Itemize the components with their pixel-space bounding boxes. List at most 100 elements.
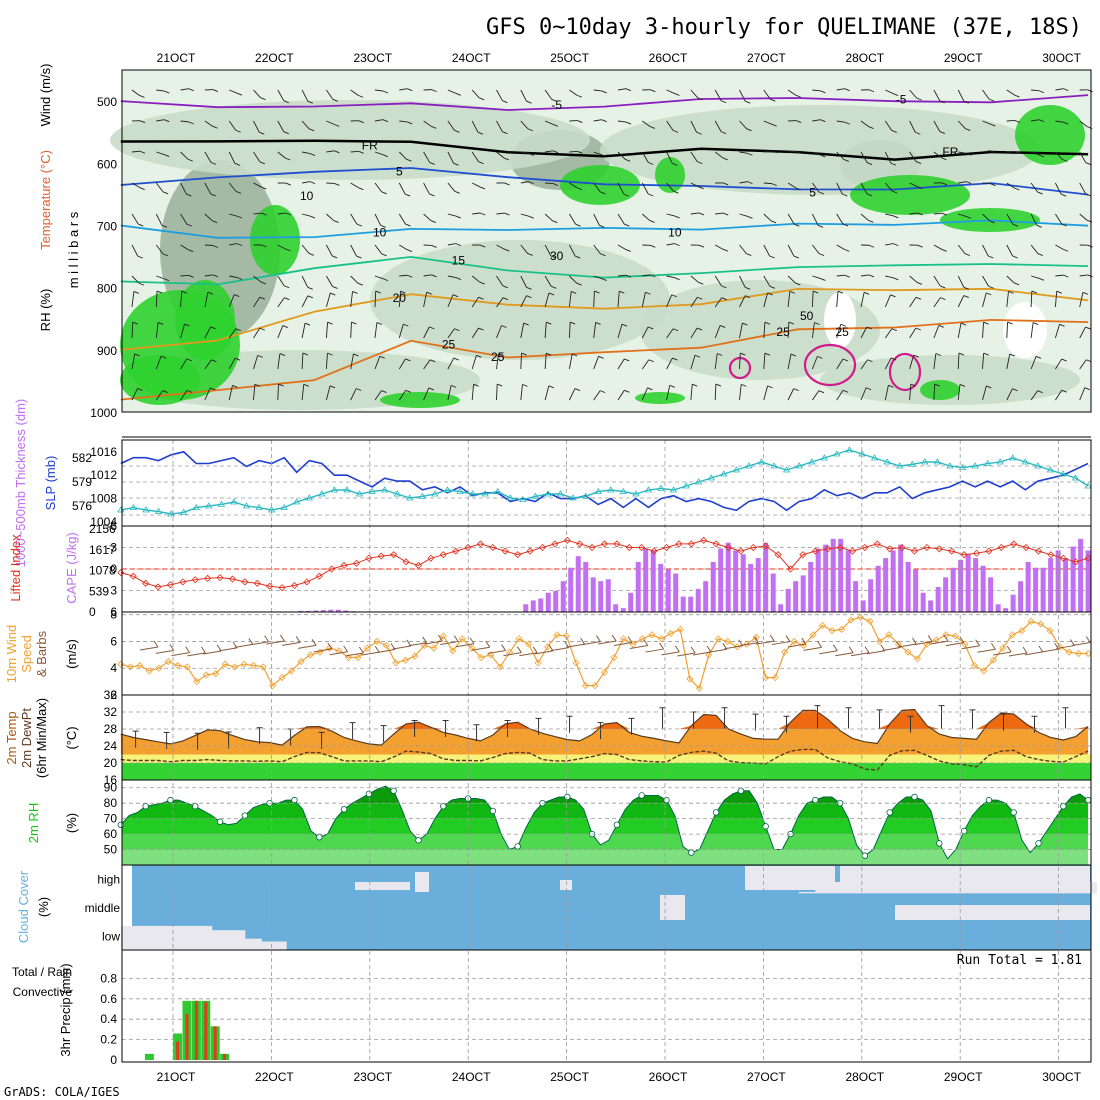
surface-wind-barb [313, 648, 332, 653]
wind-barb-flag [353, 353, 359, 357]
wind-barb-flag [455, 277, 462, 281]
wind-barb-flag [523, 322, 529, 326]
wind-barb-flag [863, 291, 870, 295]
wind-barb-flag [698, 186, 704, 190]
cape-tick: 2156 [89, 522, 116, 536]
li-point [439, 551, 447, 559]
run-total-label: Run Total = 1.81 [957, 953, 1082, 968]
wind-barb-flag [697, 161, 703, 165]
wind-barb [642, 274, 651, 277]
surface-wind-barb-flag [532, 646, 538, 654]
pressure-tick: 900 [97, 344, 117, 358]
wind-barb-flag [795, 94, 801, 98]
thickness-point [682, 482, 690, 489]
wind-barb-flag [1013, 282, 1020, 286]
wind-barb [593, 291, 595, 308]
wind-barb [690, 296, 698, 308]
wind-barb [957, 353, 960, 370]
li-point [625, 543, 633, 552]
li-point [352, 559, 361, 567]
wind-barb-flag [767, 292, 773, 296]
wind-barb-flag [910, 383, 917, 387]
wind-barb-flag [624, 358, 630, 362]
cape-bar [883, 558, 889, 612]
li-point [514, 551, 522, 559]
wind-barb-flag [770, 220, 777, 224]
wind-speed-point [809, 631, 817, 639]
thickness-point [569, 494, 577, 501]
wind-speed-point [980, 667, 988, 675]
wind-speed-point [610, 653, 618, 662]
wind-barb [398, 151, 407, 160]
wind-speed-point [401, 656, 409, 664]
isotherm-15 [120, 255, 1089, 286]
wind-speed-point [344, 653, 353, 662]
wind-barb-flag [1008, 290, 1014, 294]
wind-barb [544, 353, 547, 370]
isotherm-label: 15 [452, 254, 466, 268]
rh-point [216, 818, 224, 825]
cape-bar [1070, 546, 1076, 612]
wind-barb [399, 244, 408, 250]
wind-barb [569, 213, 576, 225]
surface-wind-barb [1024, 651, 1043, 656]
wind-barb-flag [207, 291, 214, 295]
rh-tick: 50 [104, 843, 118, 857]
wind-barb-flag [309, 181, 316, 185]
thickness-point [720, 470, 728, 477]
top-date-label: 26OCT [649, 51, 688, 65]
li-point [960, 551, 968, 559]
thickness-tick: 576 [72, 499, 92, 513]
wind-barb [884, 357, 892, 370]
wind-barb-flag [866, 326, 872, 330]
wind-barb-flag [745, 100, 751, 104]
surface-wind-barb [1040, 648, 1059, 653]
wind-barb-flag [790, 353, 797, 357]
wind-barb-flag [497, 383, 503, 387]
rh-point [1084, 796, 1092, 804]
wind-barb [155, 390, 164, 401]
wind-barb-flag [1035, 356, 1042, 359]
wind-barb-flag [188, 274, 194, 278]
surface-wind-barb [203, 650, 222, 655]
wind-barb [568, 388, 576, 401]
surface-wind-barb-flag [817, 641, 823, 648]
panel-frame-slp [121, 439, 1092, 527]
wind-barb-flag [572, 353, 578, 357]
wind-barb [520, 244, 528, 254]
wind-barb [204, 274, 213, 277]
slp-tick: 1008 [90, 492, 117, 506]
wind-barb-flag [769, 285, 776, 289]
wind-barb [496, 89, 503, 101]
cape-bar [530, 600, 536, 612]
wind-barb-flag [868, 244, 875, 248]
wind-barb-flag [1063, 274, 1069, 278]
wind-barb [763, 292, 769, 308]
wind-barb-flag [334, 183, 340, 186]
slp-tick: 1012 [90, 468, 117, 482]
wind-barb-flag [940, 297, 946, 301]
cape-bar [650, 550, 656, 612]
wind-barb [228, 385, 233, 401]
wind-barb-flag [380, 224, 386, 228]
wind-barb [568, 322, 571, 339]
li-point [551, 540, 559, 548]
wind-barb-flag [771, 123, 777, 127]
wind-barb-flag [624, 158, 631, 162]
wind-barb-flag [963, 286, 970, 290]
wind-barb-flag [721, 131, 727, 135]
wind-barb [302, 151, 311, 154]
wind-barb [1055, 88, 1064, 91]
top-date-label: 24OCT [452, 51, 491, 65]
wind-speed-point [904, 648, 912, 656]
wind-barb-flag [352, 291, 358, 294]
wind-barb-flag [892, 190, 898, 194]
rh-point [861, 852, 869, 859]
wind-barb-flag [332, 285, 338, 289]
wind-barb-flag [237, 243, 243, 247]
wind-barb-flag [1037, 253, 1044, 256]
wind-barb [885, 89, 894, 94]
wind-barb [131, 150, 141, 153]
cape-bar [703, 581, 709, 612]
wind-barb-flag [551, 98, 557, 102]
